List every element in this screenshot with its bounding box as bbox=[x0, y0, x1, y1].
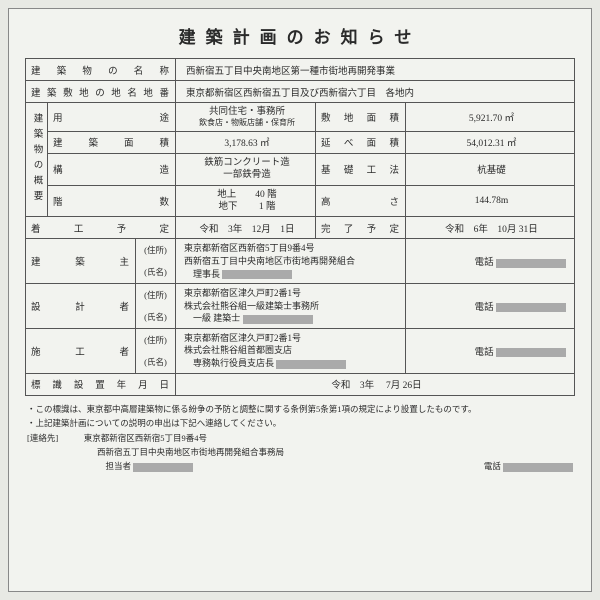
value: 杭基礎 bbox=[406, 153, 575, 185]
label: 構 造 bbox=[48, 153, 176, 185]
value: 地上 40 階地下 1 階 bbox=[176, 185, 316, 217]
footer-line: ・この標識は、東京都中高層建築物に係る紛争の予防と調整に関する条例第5条第1項の… bbox=[27, 402, 573, 416]
value: 54,012.31 ㎡ bbox=[406, 131, 575, 153]
redacted bbox=[496, 259, 566, 268]
label: 建 築 面 積 bbox=[48, 131, 176, 153]
label: 完 了 予 定 bbox=[316, 217, 406, 239]
label: 用 途 bbox=[48, 103, 176, 132]
tel: 電話 bbox=[406, 328, 575, 373]
value: 東京都新宿区西新宿五丁目及び西新宿六丁目 各地内 bbox=[176, 81, 575, 103]
notice-board: 建築計画のお知らせ 建築物の名称 西新宿五丁目中央南地区第一種市街地再開発事業 … bbox=[8, 8, 592, 592]
label: 敷 地 面 積 bbox=[316, 103, 406, 132]
row-sign-date: 標 識 設 置 年 月 日 令和 3年 7月 26日 bbox=[26, 373, 575, 395]
label: 建築物の名称 bbox=[26, 59, 176, 81]
value: 鉄筋コンクリート造一部鉄骨造 bbox=[176, 153, 316, 185]
redacted bbox=[243, 315, 313, 324]
label: 設 計 者 bbox=[26, 284, 136, 329]
row-use: 建築物の概要 用 途 共同住宅・事務所飲食店・物販店舗・保育所 敷 地 面 積 … bbox=[26, 103, 575, 132]
content: 東京都新宿区津久戸町2番1号 株式会社熊谷組一級建築士事務所 一級 建築士 bbox=[176, 284, 406, 329]
content: 東京都新宿区西新宿5丁目9番4号 西新宿五丁目中央南地区市街地再開発組合 理事長 bbox=[176, 239, 406, 284]
footer-line: ・上記建築計画についての説明の申出は下記へ連絡してください。 bbox=[27, 416, 573, 430]
value: 5,921.70 ㎡ bbox=[406, 103, 575, 132]
row-designer: 設 計 者 (住所)(氏名) 東京都新宿区津久戸町2番1号 株式会社熊谷組一級建… bbox=[26, 284, 575, 329]
sublabel: (住所)(氏名) bbox=[136, 239, 176, 284]
row-owner: 建 築 主 (住所)(氏名) 東京都新宿区西新宿5丁目9番4号 西新宿五丁目中央… bbox=[26, 239, 575, 284]
label: 基 礎 工 法 bbox=[316, 153, 406, 185]
label: 延 べ 面 積 bbox=[316, 131, 406, 153]
value: 3,178.63 ㎡ bbox=[176, 131, 316, 153]
title: 建築計画のお知らせ bbox=[25, 23, 575, 48]
redacted bbox=[496, 303, 566, 312]
row-builder: 施 工 者 (住所)(氏名) 東京都新宿区津久戸町2番1号 株式会社熊谷組首都圏… bbox=[26, 328, 575, 373]
contact: [連絡先] 東京都新宿区西新宿5丁目9番4号 bbox=[27, 431, 573, 445]
redacted bbox=[222, 270, 292, 279]
label: 建築敷地の地名地番 bbox=[26, 81, 176, 103]
label: 高 さ bbox=[316, 185, 406, 217]
sublabel: (住所)(氏名) bbox=[136, 328, 176, 373]
value: 令和 3年 7月 26日 bbox=[176, 373, 575, 395]
tel: 電話 bbox=[406, 284, 575, 329]
row-schedule: 着 工 予 定 令和 3年 12月 1日 完 了 予 定 令和 6年 10月 3… bbox=[26, 217, 575, 239]
row-building-name: 建築物の名称 西新宿五丁目中央南地区第一種市街地再開発事業 bbox=[26, 59, 575, 81]
row-building-area: 建 築 面 積 3,178.63 ㎡ 延 べ 面 積 54,012.31 ㎡ bbox=[26, 131, 575, 153]
redacted bbox=[133, 463, 193, 472]
contact-line: 西新宿五丁目中央南地区市街地再開発組合事務局 bbox=[27, 445, 573, 459]
row-structure: 構 造 鉄筋コンクリート造一部鉄骨造 基 礎 工 法 杭基礎 bbox=[26, 153, 575, 185]
contact-line: 担当者 電話 bbox=[27, 459, 573, 473]
sublabel: (住所)(氏名) bbox=[136, 284, 176, 329]
label: 標 識 設 置 年 月 日 bbox=[26, 373, 176, 395]
value: 令和 3年 12月 1日 bbox=[176, 217, 316, 239]
redacted bbox=[496, 348, 566, 357]
redacted bbox=[276, 360, 346, 369]
row-stories: 階 数 地上 40 階地下 1 階 高 さ 144.78m bbox=[26, 185, 575, 217]
label: 階 数 bbox=[48, 185, 176, 217]
value: 西新宿五丁目中央南地区第一種市街地再開発事業 bbox=[176, 59, 575, 81]
footer: ・この標識は、東京都中高層建築物に係る紛争の予防と調整に関する条例第5条第1項の… bbox=[25, 396, 575, 474]
redacted bbox=[503, 463, 573, 472]
label: 建 築 主 bbox=[26, 239, 136, 284]
value: 共同住宅・事務所飲食店・物販店舗・保育所 bbox=[176, 103, 316, 132]
overview-label: 建築物の概要 bbox=[26, 103, 48, 217]
label: 着 工 予 定 bbox=[26, 217, 176, 239]
main-table: 建築物の名称 西新宿五丁目中央南地区第一種市街地再開発事業 建築敷地の地名地番 … bbox=[25, 58, 575, 396]
tel: 電話 bbox=[406, 239, 575, 284]
content: 東京都新宿区津久戸町2番1号 株式会社熊谷組首都圏支店 専務執行役員支店長 bbox=[176, 328, 406, 373]
value: 令和 6年 10月 31日 bbox=[406, 217, 575, 239]
row-site-address: 建築敷地の地名地番 東京都新宿区西新宿五丁目及び西新宿六丁目 各地内 bbox=[26, 81, 575, 103]
value: 144.78m bbox=[406, 185, 575, 217]
label: 施 工 者 bbox=[26, 328, 136, 373]
